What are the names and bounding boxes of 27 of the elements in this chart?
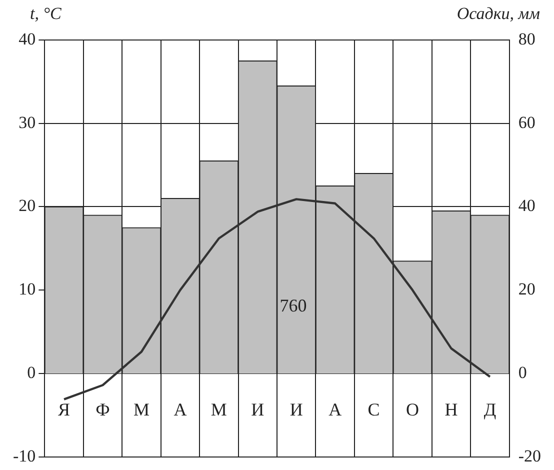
x-tick-label: Я <box>58 400 70 420</box>
x-tick-label: И <box>290 400 303 420</box>
x-tick-label: А <box>174 400 187 420</box>
x-tick-label: С <box>368 400 380 420</box>
x-tick-label: М <box>210 400 227 420</box>
y2-tick-label: -20 <box>518 446 542 466</box>
y2-tick-label: 60 <box>518 112 536 132</box>
y-tick-label: -10 <box>12 446 36 466</box>
x-tick-label: И <box>251 400 264 420</box>
x-tick-label: О <box>406 400 420 420</box>
y-tick-label: 20 <box>18 196 36 216</box>
y2-tick-label: 0 <box>518 362 527 382</box>
x-tick-label: А <box>328 400 342 420</box>
x-tick-label: Д <box>484 400 496 420</box>
y-tick-label: 40 <box>18 29 36 48</box>
x-tick-label: Н <box>444 400 458 420</box>
y2-tick-label: 40 <box>518 196 536 216</box>
y2-tick-label: 80 <box>518 29 536 48</box>
y2-tick-label: 20 <box>518 280 536 299</box>
y-tick-label: 0 <box>27 362 36 382</box>
y-tick-label: 10 <box>18 280 36 299</box>
y-tick-label: 30 <box>18 112 36 132</box>
x-tick-label: Ф <box>96 400 110 420</box>
x-tick-label: М <box>133 400 150 420</box>
annotation: 760 <box>280 295 307 316</box>
y-axis-title: t, °C <box>30 4 62 24</box>
y2-axis-title: Осадки, мм <box>456 4 540 24</box>
